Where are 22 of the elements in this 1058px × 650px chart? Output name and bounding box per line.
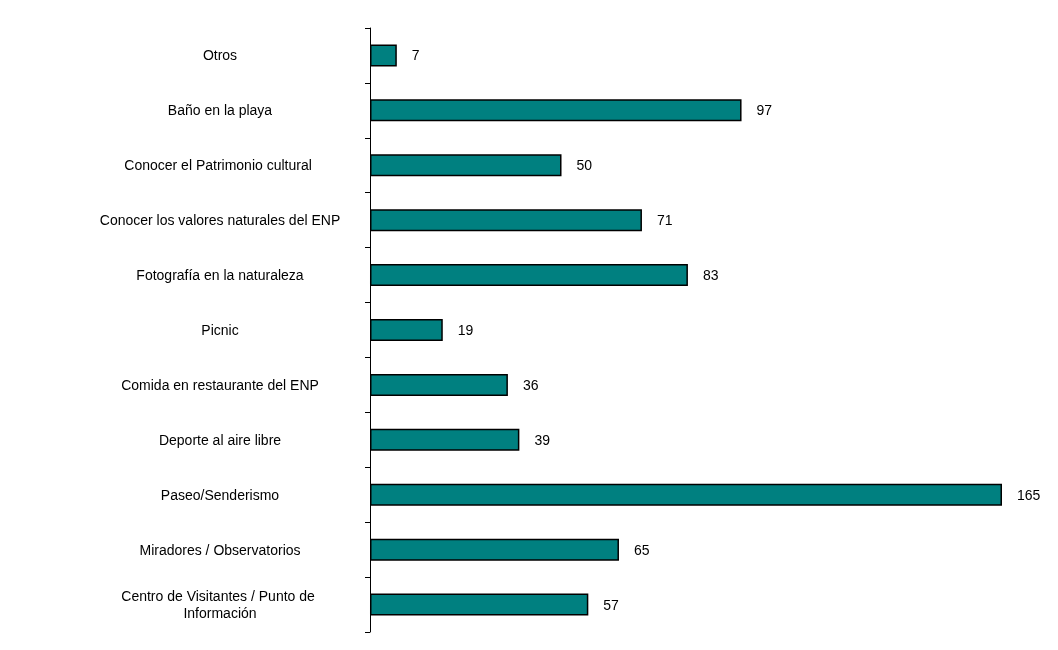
y-tick-label: Comida en restaurante del ENP bbox=[121, 376, 319, 393]
y-tick-label: Baño en la playa bbox=[167, 102, 273, 119]
data-label: 65 bbox=[633, 541, 650, 558]
y-tick-label: Fotografía en la naturaleza bbox=[136, 267, 304, 284]
data-label: 50 bbox=[576, 157, 593, 174]
y-tick-label: Centro de Visitantes / Punto de Información bbox=[121, 588, 319, 622]
data-label: 165 bbox=[1017, 486, 1041, 503]
data-label: 36 bbox=[522, 376, 539, 393]
data-label: 39 bbox=[534, 431, 551, 448]
y-tick-label: Otros bbox=[202, 47, 238, 64]
y-tick-label: Deporte al aire libre bbox=[158, 431, 282, 448]
data-label: 97 bbox=[756, 102, 773, 119]
data-label: 83 bbox=[702, 267, 719, 284]
y-tick-label: Picnic bbox=[201, 322, 239, 338]
y-tick-label: Conocer los valores naturales del ENP bbox=[99, 212, 341, 229]
data-label: 71 bbox=[656, 212, 673, 229]
y-tick-label: Miradores / Observatorios bbox=[139, 541, 301, 558]
y-tick-label: Conocer el Patrimonio cultural bbox=[124, 157, 316, 174]
data-label: 7 bbox=[411, 47, 420, 64]
data-label: 57 bbox=[603, 596, 620, 613]
data-label: 19 bbox=[457, 322, 474, 338]
y-tick-label: Paseo/Senderismo bbox=[160, 486, 280, 503]
